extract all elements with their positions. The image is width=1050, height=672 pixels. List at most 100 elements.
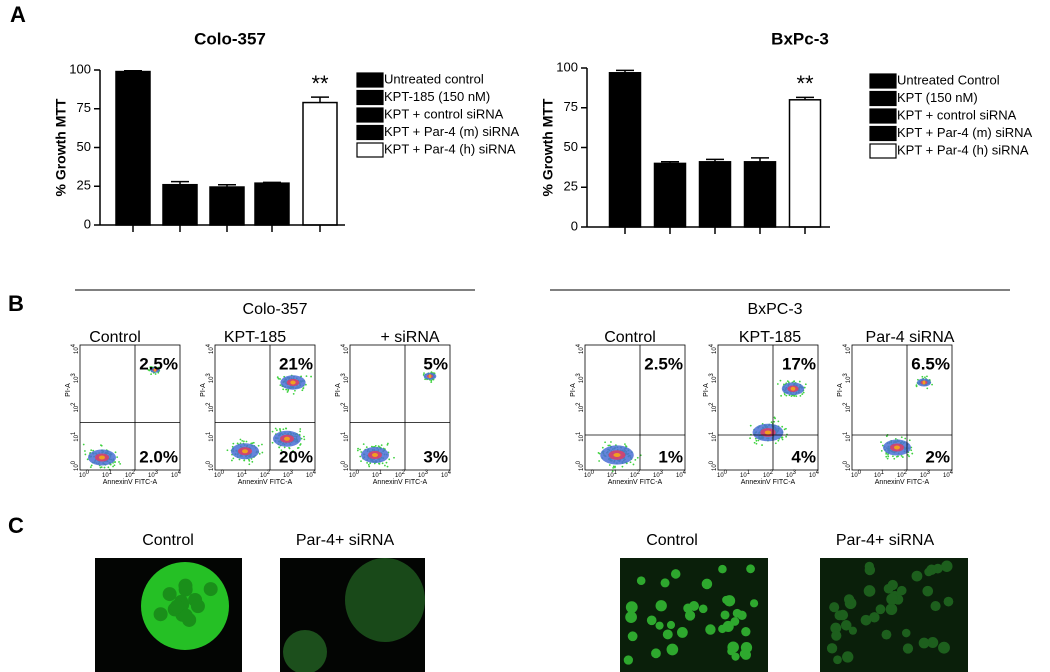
- event-dot: [608, 464, 611, 466]
- nucleus: [924, 567, 933, 577]
- tick-base: 10: [584, 473, 591, 479]
- tick-base: 10: [209, 434, 215, 441]
- y-tick-label: 101: [341, 431, 350, 442]
- event-dot: [783, 428, 786, 431]
- x-tick-label: 100: [79, 470, 90, 479]
- y-tick-label: 101: [206, 431, 215, 442]
- tick-exponent: 4: [843, 343, 849, 347]
- tick-exponent: 1: [843, 431, 849, 435]
- tick-exponent: 4: [576, 343, 582, 347]
- y-tick-label: 100: [556, 59, 578, 74]
- legend-label: KPT + control siRNA: [384, 106, 504, 121]
- density-plot: [880, 375, 933, 460]
- density-center: [290, 380, 296, 385]
- y-axis-label: PI-A: [200, 383, 207, 397]
- x-tick-label: 101: [607, 470, 618, 479]
- event-dot: [369, 462, 372, 465]
- event-dot: [774, 442, 777, 445]
- event-dot: [921, 375, 924, 378]
- event-dot: [300, 437, 303, 440]
- plot-title: Par-4 siRNA: [866, 329, 955, 346]
- event-dot: [386, 465, 389, 468]
- legend-label: KPT + Par-4 (h) siRNA: [384, 141, 516, 156]
- nucleus: [723, 595, 736, 607]
- nucleus: [670, 569, 681, 579]
- event-dot: [749, 437, 751, 440]
- nucleus: [886, 593, 898, 605]
- y-tick-label: 103: [843, 373, 852, 384]
- event-dot: [283, 446, 286, 449]
- tick-base: 10: [306, 473, 313, 479]
- x-tick-label: 104: [441, 470, 452, 479]
- tick-base: 10: [579, 434, 585, 441]
- nucleus: [746, 564, 755, 574]
- event-dot: [753, 441, 756, 444]
- density-center: [894, 445, 900, 450]
- event-dot: [803, 386, 806, 389]
- event-dot: [380, 444, 383, 447]
- event-dot: [239, 438, 242, 441]
- y-tick-label: 50: [77, 139, 91, 154]
- x-tick-label: 102: [630, 470, 641, 479]
- tick-exponent: 2: [709, 402, 715, 406]
- tick-base: 10: [943, 473, 950, 479]
- density-plot: [82, 366, 161, 471]
- nucleus: [943, 596, 954, 607]
- event-dot: [423, 372, 425, 375]
- event-dot: [359, 448, 361, 451]
- event-dot: [280, 449, 283, 452]
- nucleus: [826, 643, 838, 654]
- event-dot: [89, 466, 92, 469]
- event-dot: [261, 451, 264, 454]
- tick-base: 10: [79, 473, 86, 479]
- y-tick-label: 0: [84, 216, 91, 231]
- annotation: **: [311, 71, 329, 96]
- event-dot: [90, 449, 93, 452]
- x-tick-label: 100: [584, 470, 595, 479]
- tick-exponent: 0: [341, 460, 347, 464]
- tick-exponent: 0: [221, 470, 225, 476]
- event-dot: [248, 458, 250, 461]
- nucleus: [741, 627, 751, 637]
- tick-exponent: 4: [683, 470, 687, 476]
- tick-base: 10: [786, 473, 793, 479]
- nucleus: [740, 641, 753, 654]
- tick-base: 10: [344, 376, 350, 383]
- y-tick-label: 100: [69, 61, 91, 76]
- tick-exponent: 1: [206, 431, 212, 435]
- event-dot: [261, 443, 263, 446]
- event-dot: [86, 458, 89, 461]
- plot-title: + siRNA: [380, 329, 439, 346]
- nucleus: [662, 629, 673, 640]
- event-dot: [614, 466, 616, 469]
- nucleus: [911, 570, 923, 582]
- event-dot: [277, 377, 280, 380]
- event-dot: [373, 462, 376, 465]
- event-dot: [915, 384, 918, 387]
- event-dot: [368, 465, 371, 468]
- tick-exponent: 4: [341, 343, 347, 347]
- nucleus: [718, 624, 727, 634]
- nucleus: [730, 617, 740, 626]
- x-tick-label: 103: [418, 470, 429, 479]
- tick-exponent: 2: [132, 470, 136, 476]
- y-tick-label: 104: [843, 343, 852, 354]
- density-center: [922, 380, 926, 385]
- quadrant-percent: 17%: [782, 354, 816, 373]
- y-tick-label: 50: [564, 139, 578, 154]
- tick-exponent: 4: [448, 470, 452, 476]
- tick-base: 10: [712, 376, 718, 383]
- tick-exponent: 0: [724, 470, 728, 476]
- density-center: [284, 436, 290, 441]
- event-dot: [924, 376, 926, 379]
- panel-label: B: [8, 291, 24, 316]
- tick-exponent: 2: [637, 470, 641, 476]
- event-dot: [770, 421, 773, 424]
- tick-exponent: 3: [709, 373, 715, 377]
- nucleus: [941, 560, 953, 572]
- tick-base: 10: [676, 473, 683, 479]
- event-dot: [252, 441, 255, 444]
- event-dot: [885, 435, 888, 438]
- tick-base: 10: [344, 405, 350, 412]
